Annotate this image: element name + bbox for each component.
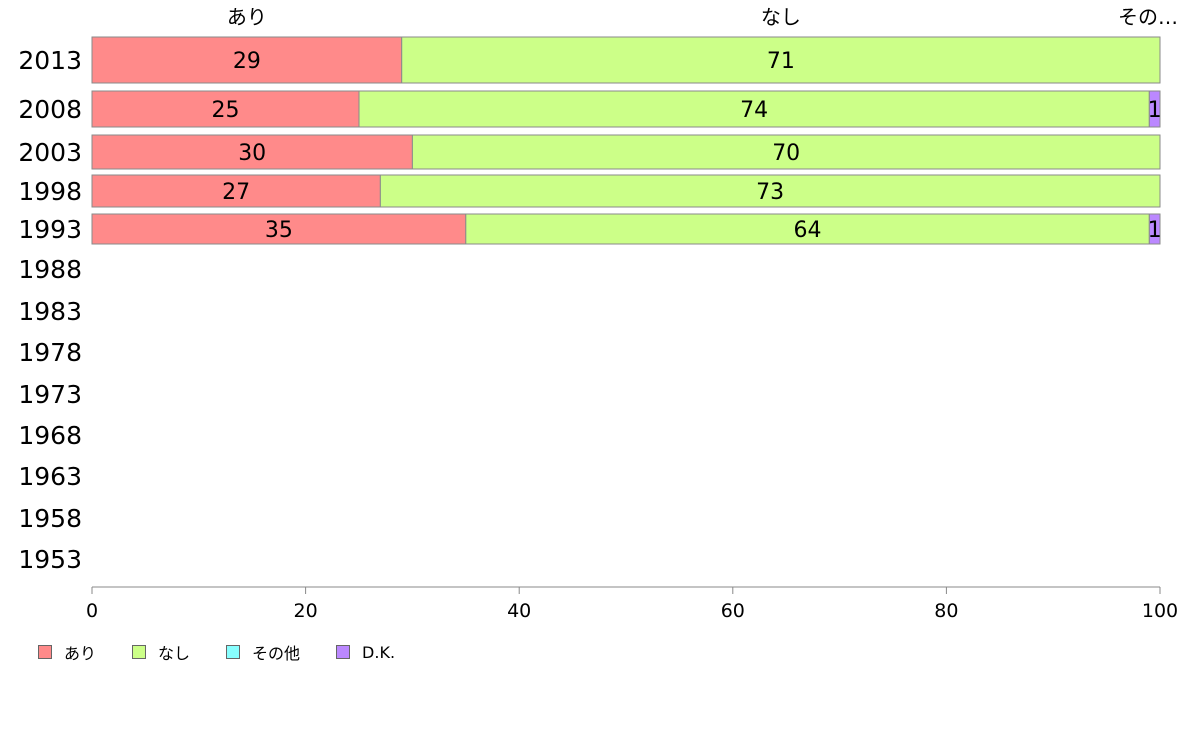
data-label-nashi-2013: 71 — [767, 49, 795, 74]
legend-label-sonota: その他 — [252, 644, 301, 663]
y-axis-labels: 2013 2008 2003 1998 1993 1988 1983 1978 1973 1968… — [18, 46, 82, 574]
legend-item-ari: あり — [38, 640, 96, 664]
data-label-ari-2003: 30 — [238, 141, 266, 166]
y-tick-label-2013: 2013 — [18, 46, 82, 75]
top-label-2: その… — [1118, 5, 1178, 29]
y-tick-label-1988: 1988 — [18, 255, 82, 284]
bar-dk-1993 — [1148, 213, 1161, 245]
data-label-dk-1993: 1 — [1148, 218, 1162, 243]
top-category-labels: あり なし その… — [227, 5, 1178, 29]
top-label-1: なし — [761, 5, 801, 29]
y-tick-label-1973: 1973 — [18, 380, 82, 409]
y-tick-label-2003: 2003 — [18, 138, 82, 167]
data-label-nashi-2003: 70 — [772, 141, 800, 166]
y-tick-label-1998: 1998 — [18, 177, 82, 206]
y-tick-label-1993: 1993 — [18, 215, 82, 244]
bar-ari-2003 — [91, 134, 413, 170]
bars-group: 29 71 25 74 1 30 70 27 73 35 64 1 — [91, 36, 1162, 245]
legend: あり なし その他 D.K. — [38, 640, 395, 664]
legend-swatch-dk — [336, 645, 351, 659]
bar-ari-1993 — [91, 213, 467, 245]
bar-nashi-1998 — [379, 174, 1161, 208]
bar-ari-2013 — [91, 36, 403, 84]
x-tick-label-100: 100 — [1142, 600, 1178, 622]
data-label-nashi-1993: 64 — [794, 218, 822, 243]
legend-label-dk: D.K. — [362, 642, 396, 662]
data-label-ari-1993: 35 — [265, 218, 293, 243]
x-tick-label-80: 80 — [934, 600, 958, 622]
legend-label-ari: あり — [64, 644, 97, 663]
y-tick-label-1978: 1978 — [18, 338, 82, 367]
bar-nashi-2013 — [401, 36, 1161, 84]
data-label-nashi-2008: 74 — [740, 98, 768, 123]
y-tick-label-1968: 1968 — [18, 421, 82, 450]
data-label-ari-1998: 27 — [222, 180, 250, 205]
y-tick-label-2008: 2008 — [18, 95, 82, 124]
data-label-ari-2013: 29 — [233, 49, 261, 74]
bar-nashi-2003 — [411, 134, 1161, 170]
legend-item-nashi: なし — [132, 640, 190, 664]
legend-item-sonota: その他 — [226, 640, 300, 664]
bar-nashi-2008 — [358, 90, 1150, 128]
y-tick-label-1953: 1953 — [18, 545, 82, 574]
x-tick-label-20: 20 — [294, 600, 318, 622]
bar-ari-2008 — [91, 90, 360, 128]
bar-ari-1998 — [91, 174, 381, 208]
bar-nashi-1993 — [465, 213, 1150, 245]
legend-swatch-sonota — [226, 645, 241, 659]
legend-swatch-ari — [38, 645, 52, 659]
data-label-nashi-1998: 73 — [756, 180, 784, 205]
legend-label-nashi: なし — [158, 644, 191, 663]
x-axis: 0 20 40 60 80 100 — [86, 586, 1178, 622]
x-tick-label-60: 60 — [721, 600, 745, 622]
data-label-ari-2008: 25 — [212, 98, 240, 123]
y-tick-label-1958: 1958 — [18, 504, 82, 533]
bar-dk-2008 — [1148, 90, 1161, 128]
x-tick-label-40: 40 — [507, 600, 531, 622]
legend-item-dk: D.K. — [336, 640, 395, 664]
top-label-0: あり — [227, 5, 267, 29]
legend-swatch-nashi — [132, 645, 147, 659]
y-tick-label-1963: 1963 — [18, 462, 82, 491]
x-tick-label-0: 0 — [86, 600, 98, 622]
y-tick-label-1983: 1983 — [18, 297, 82, 326]
data-label-dk-2008: 1 — [1148, 98, 1162, 123]
